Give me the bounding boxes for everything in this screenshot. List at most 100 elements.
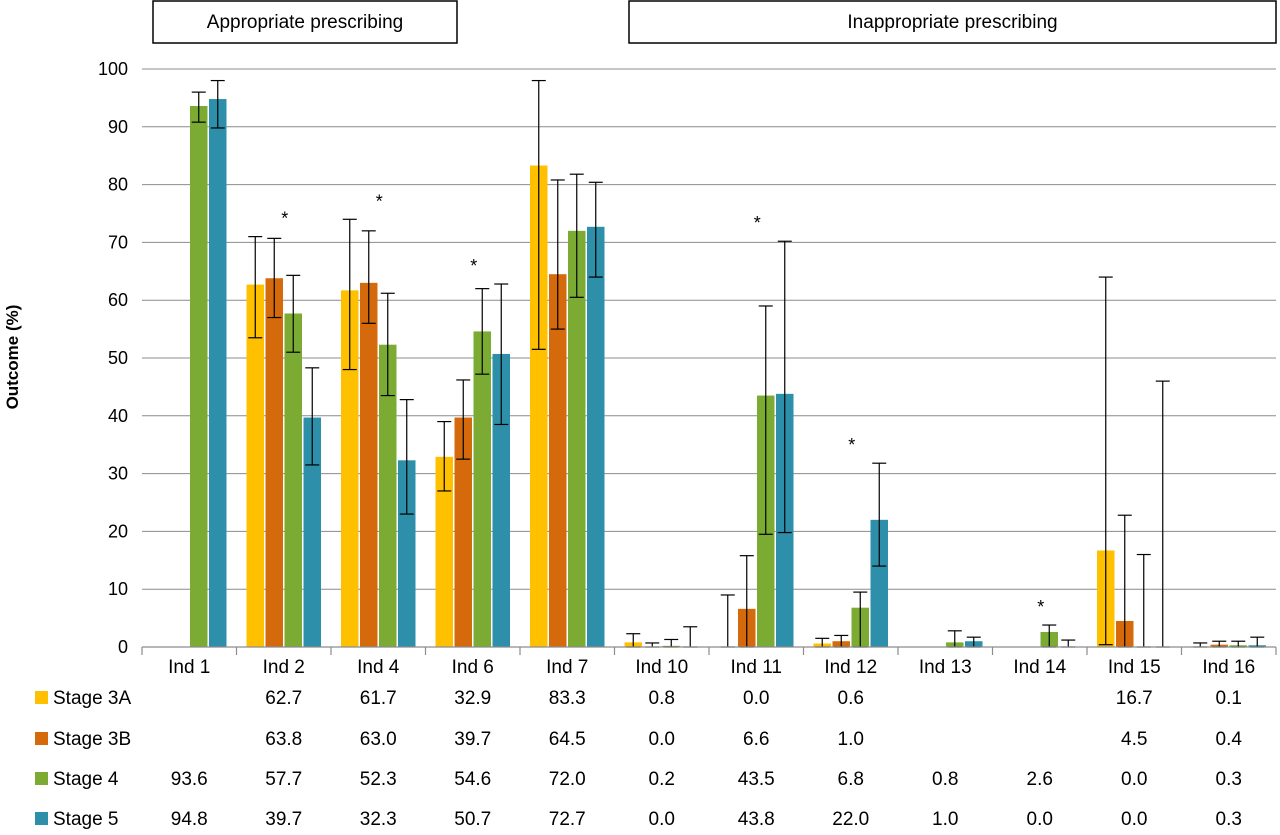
table-row-stage-3b: Stage 3B 63.8 63.0 39.7 64.5 0.0 6.6 1.0 4.5 0.4: [35, 729, 1242, 750]
bar-stage-4-ind-2: [284, 313, 302, 647]
error-bar-stage-4-ind-2: [286, 274, 301, 353]
y-tick-label-80: 80: [108, 175, 128, 195]
error-bar-stage-5-ind-12: [872, 462, 887, 567]
significance-marker-ind-4: *: [376, 191, 383, 211]
legend-key-stage-5: [35, 812, 48, 825]
legend-key-stage-3a: [35, 691, 48, 704]
table-cell-stage-3b-ind-4: 63.0: [360, 729, 397, 750]
error-bar-stage-5-ind-15: [1155, 380, 1170, 648]
y-tick-label-90: 90: [108, 117, 128, 137]
bar-stage-5-ind-6: [492, 353, 510, 647]
significance-marker-ind-14: *: [1037, 597, 1044, 617]
group-label-inappropriate-prescribing: Inappropriate prescribing: [847, 12, 1057, 33]
bar-stage-5-ind-7: [587, 226, 605, 647]
y-axis-ticks: 0 10 20 30 40 50 60 70 80 90 100: [98, 59, 128, 657]
data-table: Stage 3A 62.7 61.7 32.9 83.3 0.8 0.0 0.6 16.7 0.1…: [35, 688, 1242, 830]
table-cell-stage-4-ind-10: 0.2: [649, 769, 675, 790]
x-tick-label-ind-12: Ind 12: [824, 657, 877, 678]
table-cell-stage-5-ind-4: 32.3: [360, 809, 397, 830]
x-tick-label-ind-15: Ind 15: [1108, 657, 1161, 678]
y-tick-label-30: 30: [108, 464, 128, 484]
table-cell-stage-5-ind-16: 0.3: [1216, 809, 1242, 830]
y-tick-label-0: 0: [118, 637, 128, 657]
bar-stage-3a-ind-2: [246, 284, 264, 647]
group-box-inappropriate-prescribing: [628, 0, 1277, 44]
x-tick-label-ind-6: Ind 6: [452, 657, 494, 678]
error-bar-stage-3b-ind-4: [361, 230, 376, 324]
table-cell-stage-3a-ind-11: 0.0: [743, 688, 769, 709]
table-cell-stage-3a-ind-4: 61.7: [360, 688, 397, 709]
error-bar-stage-3a-ind-4: [342, 218, 357, 371]
y-tick-label-50: 50: [108, 348, 128, 368]
table-cell-stage-4-ind-13: 0.8: [932, 769, 958, 790]
significance-marker-ind-12: *: [848, 435, 855, 455]
error-bar-stage-3a-ind-15: [1098, 276, 1113, 646]
bar-stage-3a-ind-7: [530, 165, 548, 647]
bar-stage-3b-ind-7: [549, 274, 567, 647]
significance-markers: * * * * * *: [281, 191, 1044, 617]
error-bars: [191, 79, 1265, 648]
error-bar-stage-5-ind-4: [399, 399, 414, 515]
table-row-stage-3a: Stage 3A 62.7 61.7 32.9 83.3 0.8 0.0 0.6 16.7 0.1: [35, 688, 1242, 709]
table-cell-stage-3b-ind-7: 64.5: [549, 729, 586, 750]
table-cell-stage-3b-ind-16: 0.4: [1216, 729, 1243, 750]
error-bar-stage-3a-ind-2: [248, 236, 263, 339]
error-bar-stage-3a-ind-7: [531, 79, 546, 350]
error-bar-stage-4-ind-11: [758, 305, 773, 535]
table-cell-stage-4-ind-4: 52.3: [360, 769, 397, 790]
legend-label-stage-4: Stage 4: [53, 769, 119, 790]
table-cell-stage-3a-ind-7: 83.3: [549, 688, 586, 709]
x-tick-label-ind-1: Ind 1: [168, 657, 210, 678]
error-bar-stage-5-ind-10: [683, 626, 698, 648]
bar-stage-4-ind-6: [473, 331, 491, 647]
table-cell-stage-3a-ind-6: 32.9: [454, 688, 491, 709]
error-bar-stage-5-ind-14: [1061, 639, 1076, 648]
table-cell-stage-5-ind-13: 1.0: [932, 809, 958, 830]
error-bar-stage-3a-ind-16: [1193, 642, 1208, 648]
x-tick-label-ind-10: Ind 10: [635, 657, 688, 678]
x-tick-label-ind-2: Ind 2: [263, 657, 305, 678]
table-cell-stage-5-ind-2: 39.7: [265, 809, 302, 830]
table-cell-stage-5-ind-12: 22.0: [832, 809, 869, 830]
table-cell-stage-3b-ind-12: 1.0: [838, 729, 864, 750]
y-tick-label-10: 10: [108, 579, 128, 599]
table-cell-stage-5-ind-15: 0.0: [1121, 809, 1147, 830]
error-bar-stage-5-ind-6: [494, 283, 509, 426]
error-bar-stage-4-ind-1: [191, 91, 206, 123]
bar-stage-4-ind-1: [190, 105, 208, 647]
bar-stage-3a-ind-6: [435, 456, 453, 647]
table-cell-stage-5-ind-6: 50.7: [454, 809, 491, 830]
y-tick-label-60: 60: [108, 290, 128, 310]
table-cell-stage-3a-ind-2: 62.7: [265, 688, 302, 709]
y-tick-label-20: 20: [108, 521, 128, 541]
bar-stage-5-ind-12: [870, 519, 888, 647]
x-tick-label-ind-13: Ind 13: [919, 657, 972, 678]
error-bar-stage-3a-ind-11: [720, 594, 735, 648]
table-cell-stage-3b-ind-15: 4.5: [1121, 729, 1147, 750]
x-axis: Ind 1 Ind 2 Ind 4 Ind 6 Ind 7 Ind 10 Ind 11 Ind…: [141, 646, 1277, 678]
error-bar-stage-3a-ind-6: [437, 420, 452, 492]
table-cell-stage-5-ind-1: 94.8: [171, 809, 208, 830]
x-tick-label-ind-11: Ind 11: [731, 657, 782, 678]
legend-label-stage-5: Stage 5: [53, 809, 119, 830]
bar-stage-4-ind-7: [568, 230, 586, 647]
legend-key-stage-4: [35, 772, 48, 785]
y-axis-title: Outcome (%): [3, 305, 22, 410]
error-bar-stage-5-ind-1: [210, 79, 225, 129]
error-bar-stage-4-ind-15: [1136, 553, 1151, 648]
bar-stage-4-ind-4: [379, 344, 397, 647]
x-tick-label-ind-7: Ind 7: [546, 657, 588, 678]
table-cell-stage-4-ind-2: 57.7: [265, 769, 302, 790]
bar-stage-5-ind-1: [209, 99, 227, 647]
table-cell-stage-3a-ind-12: 0.6: [838, 688, 864, 709]
x-tick-label-ind-4: Ind 4: [357, 657, 400, 678]
legend-label-stage-3b: Stage 3B: [53, 729, 131, 750]
bar-stage-5-ind-4: [398, 460, 416, 647]
error-bar-stage-5-ind-2: [305, 367, 320, 466]
table-cell-stage-3b-ind-2: 63.8: [265, 729, 302, 750]
error-bar-stage-4-ind-7: [569, 173, 584, 298]
table-cell-stage-4-ind-11: 43.5: [738, 769, 775, 790]
error-bar-stage-4-ind-6: [475, 288, 490, 375]
table-cell-stage-5-ind-14: 0.0: [1027, 809, 1053, 830]
